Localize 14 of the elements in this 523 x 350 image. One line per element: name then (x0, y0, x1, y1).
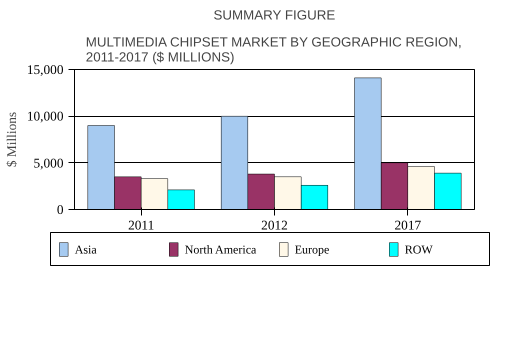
y-tick-label: 15,000 (26, 62, 64, 77)
y-tick-label: 10,000 (26, 108, 64, 124)
chart-subtitle: MULTIMEDIA CHIPSET MARKET BY GEOGRAPHIC REGION, 2011-2017 ($ MILLIONS) (86, 34, 462, 64)
legend-label: North America (184, 242, 258, 256)
legend-label: Asia (74, 242, 98, 256)
legend-label: Europe (294, 242, 330, 256)
x-tick-label: 2011 (128, 218, 154, 232)
y-tick-label: 0 (56, 202, 64, 217)
chart-title: SUMMARY FIGURE (214, 8, 336, 22)
legend-label: ROW (404, 242, 434, 256)
x-tick-label: 2017 (394, 218, 422, 232)
y-axis-title: $ Millions (4, 112, 19, 168)
y-tick-label: 5,000 (34, 155, 64, 170)
x-tick-label: 2012 (261, 218, 288, 232)
